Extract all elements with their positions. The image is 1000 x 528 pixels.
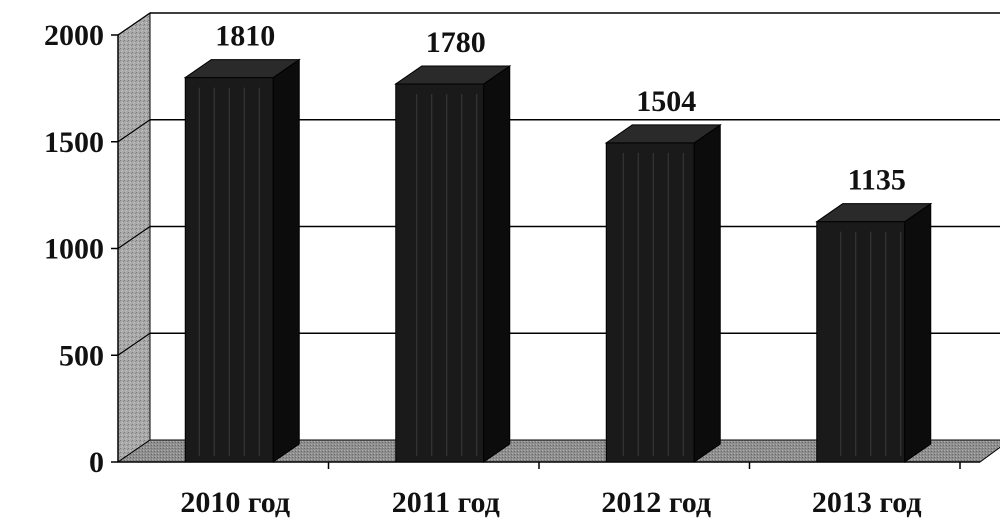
gridline-side: [117, 332, 151, 356]
y-tick-label: 1000: [44, 233, 104, 266]
y-tick-label: 1500: [44, 126, 104, 159]
bar-top: [394, 65, 512, 85]
data-label: 1810: [215, 20, 275, 53]
gridline-side: [117, 119, 151, 143]
data-label: 1504: [636, 85, 696, 118]
bar: [395, 83, 485, 463]
data-label: 1780: [426, 26, 486, 59]
y-tick-label: 500: [59, 339, 104, 372]
bar-top: [815, 203, 933, 223]
y-tick-label: 2000: [44, 19, 104, 52]
bar-side: [904, 202, 932, 463]
gridline-side: [117, 12, 151, 36]
tick-labels: 0 500 1000 1500 2000 2010 год 2011 год 2012 год…: [44, 19, 922, 519]
x-tick-label: 2013 год: [812, 486, 922, 519]
bar-side: [693, 123, 721, 463]
x-tick-label: 2010 год: [180, 486, 290, 519]
bar-side: [272, 58, 300, 463]
gridline-side: [117, 226, 151, 249]
y-tick-label: 0: [89, 446, 104, 479]
x-tick-label: 2012 год: [601, 486, 711, 519]
bar: [605, 142, 695, 463]
bar: [816, 221, 906, 463]
data-label: 1135: [848, 164, 906, 197]
bar-top: [604, 124, 722, 144]
bar-top: [183, 59, 301, 79]
data-labels: 1810 1780 1504 1135: [215, 20, 906, 197]
bars: [183, 58, 933, 463]
x-tick-label: 2011 год: [392, 486, 500, 519]
bar-side: [483, 65, 511, 463]
